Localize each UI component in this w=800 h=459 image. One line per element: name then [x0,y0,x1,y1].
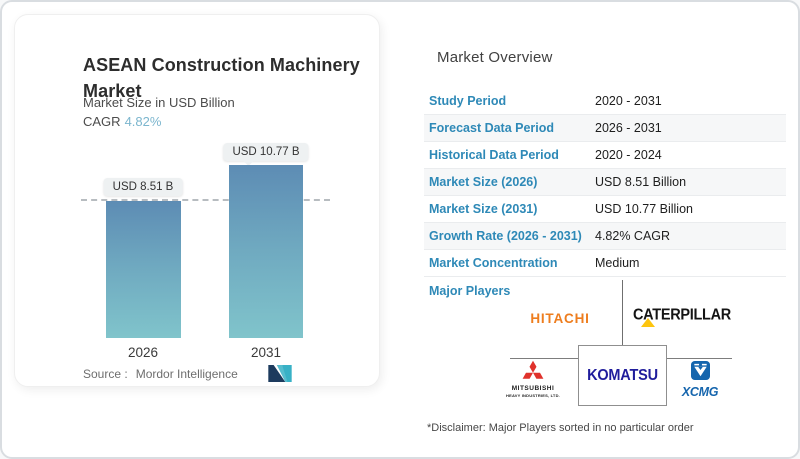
row-value: USD 10.77 Billion [595,202,693,216]
row-label: Study Period [429,94,507,108]
table-row-study-period: Study Period 2020 - 2031 [424,88,786,115]
komatsu-logo-box: KOMATSU [578,345,667,406]
row-label: Market Size (2026) [429,175,538,189]
mitsubishi-three-diamonds-icon [522,360,545,384]
caterpillar-logo: CATERPILLAR [633,306,731,327]
bar-value-text-2026: USD 8.51 B [112,181,174,193]
table-row-growth-rate: Growth Rate (2026 - 2031) 4.82% CAGR [424,223,786,250]
source-name: Mordor Intelligence [135,367,238,381]
players-grid-horizontal-divider-left [510,358,578,359]
mitsubishi-logo: MITSUBISHI HEAVY INDUSTRIES, LTD. [501,360,565,398]
x-axis-label-2031: 2031 [250,345,282,360]
market-size-chart-card: ASEAN Construction Machinery Market Mark… [14,14,380,387]
chart-subtitle: Market Size in USD Billion [83,95,235,110]
table-row-market-size-2026: Market Size (2026) USD 8.51 Billion [424,169,786,196]
row-label: Market Size (2031) [429,202,538,216]
cagr-value: 4.82% [124,114,162,129]
bar-2026 [106,201,181,338]
major-players-label: Major Players [429,284,511,298]
hitachi-logo: HITACHI [530,311,590,326]
komatsu-wordmark: KOMATSU [587,367,658,384]
cagr-label: CAGR [83,114,121,129]
row-value: 2020 - 2024 [595,148,662,162]
row-label: Forecast Data Period [429,121,555,135]
overview-title: Market Overview [437,49,553,66]
disclaimer-text: *Disclaimer: Major Players sorted in no … [427,422,694,434]
bar-value-label-2026: USD 8.51 B [103,178,183,196]
bar-value-text-2031: USD 10.77 B [232,146,300,158]
caterpillar-triangle-icon [641,318,655,327]
mitsubishi-subtitle: HEAVY INDUSTRIES, LTD. [506,392,560,398]
x-axis-label-2026: 2026 [127,345,159,360]
chart-title: ASEAN Construction Machinery Market [83,55,360,101]
table-row-forecast-period: Forecast Data Period 2026 - 2031 [424,115,786,142]
row-label: Growth Rate (2026 - 2031) [429,229,582,243]
xcmg-logo: XCMG [676,361,724,399]
table-row-market-size-2031: Market Size (2031) USD 10.77 Billion [424,196,786,223]
cagr-line: CAGR 4.82% [83,114,161,129]
row-value: Medium [595,256,640,270]
row-value: 4.82% CAGR [595,229,671,243]
row-label: Historical Data Period [429,148,559,162]
table-row-historical-period: Historical Data Period 2020 - 2024 [424,142,786,169]
players-grid-horizontal-divider-right [667,358,732,359]
source-label: Source : [83,367,128,381]
row-label: Market Concentration [429,256,558,270]
row-value: 2020 - 2031 [595,94,662,108]
source-row: Source : Mordor Intelligence [83,367,238,381]
row-value: USD 8.51 Billion [595,175,687,189]
xcmg-emblem-icon [690,361,710,384]
mitsubishi-wordmark: MITSUBISHI [511,385,555,392]
table-row-market-concentration: Market Concentration Medium [424,250,786,277]
bar-value-label-2031: USD 10.77 B [223,143,309,166]
players-grid-vertical-divider [622,280,623,345]
caterpillar-wordmark: CATERPILLAR [633,306,731,324]
bar-2031 [229,165,303,338]
xcmg-wordmark: XCMG [681,385,719,399]
overview-table: Study Period 2020 - 2031 Forecast Data P… [424,88,786,277]
mordor-intelligence-logo-icon [268,365,292,387]
reference-dashed-line [81,199,330,201]
row-value: 2026 - 2031 [595,121,662,135]
